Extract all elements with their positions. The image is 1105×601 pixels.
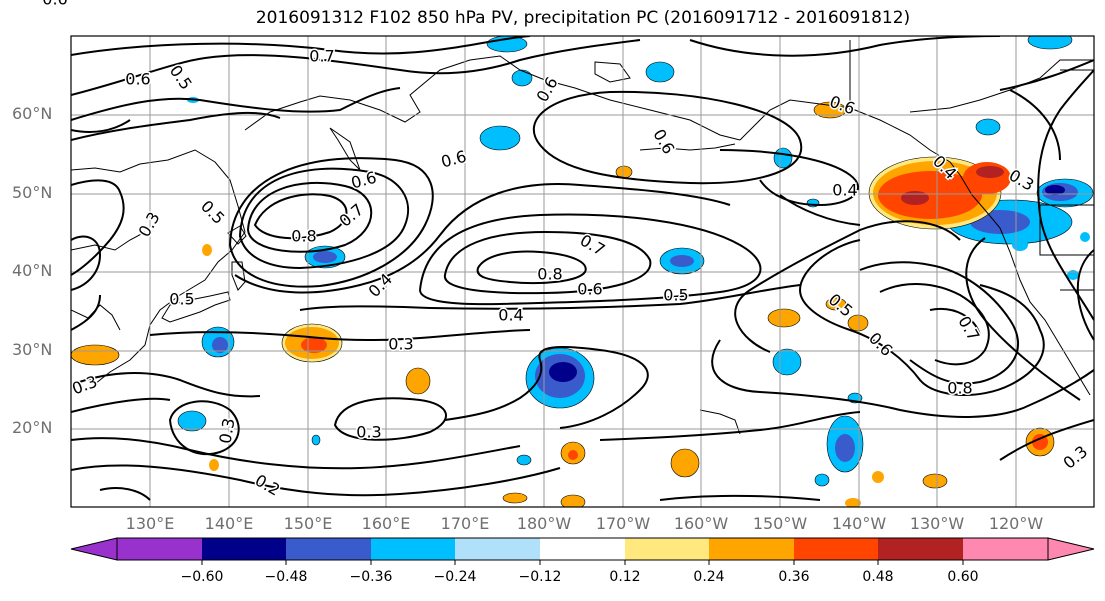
contour-label: 0.3 bbox=[1006, 166, 1038, 195]
contour-label: 0.4 bbox=[498, 306, 523, 325]
lon-label-180w: 180°W bbox=[516, 514, 572, 533]
colorbar-extend-low bbox=[70, 537, 118, 561]
colorbar-extend-high bbox=[1047, 537, 1095, 561]
pv-contours bbox=[71, 36, 1094, 501]
contour-label: 0.6 bbox=[42, 0, 67, 9]
lat-label-40n: 40°N bbox=[12, 261, 53, 280]
contour-label: 0.6 bbox=[649, 126, 678, 158]
colorbar-tick-label: 0.60 bbox=[947, 569, 979, 585]
colorbar-tick-label: −0.60 bbox=[180, 569, 224, 585]
contour-label: 0.5 bbox=[197, 197, 228, 228]
contour-label: 0.3 bbox=[388, 335, 413, 354]
contour-label: 0.6 bbox=[349, 168, 379, 193]
colorbar-tick-label: 0.24 bbox=[693, 569, 725, 585]
lon-label-130e: 130°E bbox=[125, 514, 175, 533]
contour-label: 0.6 bbox=[125, 70, 150, 89]
lon-label-170w: 170°W bbox=[595, 514, 651, 533]
lon-label-140e: 140°E bbox=[204, 514, 254, 533]
contour-label: 0.5 bbox=[825, 290, 857, 321]
contour-label: 0.3 bbox=[356, 423, 381, 442]
colorbar bbox=[70, 537, 1095, 565]
contour-label: 0.3 bbox=[1060, 442, 1092, 473]
lat-label-20n: 20°N bbox=[12, 418, 53, 437]
map-title: 2016091312 F102 850 hPa PV, precipitatio… bbox=[255, 8, 911, 28]
contour-label: 0.2 bbox=[252, 471, 284, 500]
contour-label: 0.5 bbox=[663, 286, 688, 305]
lon-label-130w: 130°W bbox=[909, 514, 965, 533]
contour-label: 0.6 bbox=[533, 74, 562, 106]
contour-label: 0.3 bbox=[69, 372, 99, 399]
contour-label: 0.5 bbox=[169, 290, 194, 309]
map-frame bbox=[70, 35, 1095, 508]
lon-label-140w: 140°W bbox=[831, 514, 887, 533]
lon-label-150w: 150°W bbox=[752, 514, 808, 533]
lat-label-30n: 30°N bbox=[12, 340, 53, 359]
contour-label: 0.7 bbox=[309, 47, 334, 66]
lat-label-60n: 60°N bbox=[12, 104, 53, 123]
colorbar-tick-label: 0.12 bbox=[609, 569, 641, 585]
colorbar-tick-label: 0.36 bbox=[778, 569, 810, 585]
contour-label: 0.7 bbox=[577, 231, 609, 260]
lat-label-50n: 50°N bbox=[12, 183, 53, 202]
lon-label-120w: 120°W bbox=[988, 514, 1044, 533]
precipitation-shading bbox=[71, 36, 1094, 507]
contour-label: 0.6 bbox=[865, 329, 896, 360]
contour-label: 0.6 bbox=[577, 280, 602, 299]
contour-label: 0.8 bbox=[947, 379, 972, 398]
lon-label-160e: 160°E bbox=[361, 514, 411, 533]
contour-label: 0.6 bbox=[439, 147, 469, 172]
colorbar-tick-label: 0.48 bbox=[862, 569, 894, 585]
lon-label-150e: 150°E bbox=[283, 514, 333, 533]
contour-label: 0.4 bbox=[832, 181, 857, 200]
gridlines bbox=[71, 36, 1094, 507]
colorbar-tick-label: −0.36 bbox=[349, 569, 393, 585]
colorbar-tick-label: −0.24 bbox=[433, 569, 477, 585]
colorbar-tick-label: −0.12 bbox=[518, 569, 562, 585]
colorbar-tick-label: −0.48 bbox=[264, 569, 308, 585]
contour-label: 0.8 bbox=[537, 265, 562, 284]
lon-label-170e: 170°E bbox=[440, 514, 490, 533]
contour-label: 0.8 bbox=[291, 227, 316, 246]
contour-label: 0.7 bbox=[954, 313, 983, 345]
lon-label-160w: 160°W bbox=[673, 514, 729, 533]
contour-label: 0.3 bbox=[215, 417, 238, 445]
